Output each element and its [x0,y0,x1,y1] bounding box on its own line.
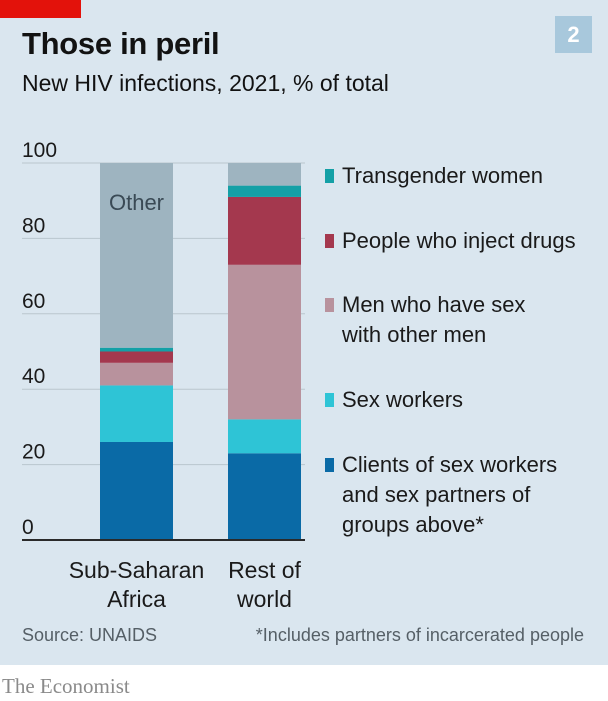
brand-red-tag [0,0,81,18]
y-tick-label: 20 [22,441,45,464]
bar-segment [100,362,173,386]
legend-label: Men who have sex with other men [342,292,526,347]
annotation-label: Other [109,190,164,215]
brand-wordmark: The Economist [2,674,130,698]
bar-segment [228,163,301,186]
x-category-label: Sub-Saharan [69,557,205,583]
legend-label: Sex workers [342,387,464,412]
source-note: Source: UNAIDS [22,625,158,645]
x-category-label: Africa [107,586,166,612]
y-tick-label: 80 [22,214,45,237]
legend-swatch [325,298,334,312]
stacked-bar-chart: 0 20 40 60 80 100 Sub-Saharan Africa Rest of worl… [22,139,305,612]
bar-segment [228,185,301,197]
footnote: *Includes partners of incarcerated peopl… [255,625,584,645]
chart-subtitle: New HIV infections, 2021, % of total [22,70,389,96]
legend-swatch [325,234,334,248]
bar-segment [228,453,301,540]
bar-segment [228,264,301,420]
x-category-label: world [236,586,292,612]
y-tick-label: 60 [22,290,45,313]
bar-segment [228,419,301,454]
chart-title: Those in peril [22,26,220,61]
legend-label: People who inject drugs [342,228,576,253]
y-tick-label: 0 [22,516,34,539]
bar-segment [100,385,173,442]
y-tick-label: 100 [22,139,57,162]
legend-swatch [325,458,334,472]
x-category-label: Rest of [228,557,301,583]
legend-swatch [325,393,334,407]
chart-number-badge: 2 [555,16,592,53]
bar-segment [228,196,301,265]
legend-label: Clients of sex workers and sex partners … [342,452,558,537]
bar-segment [100,441,173,540]
bar-segment [100,163,173,348]
y-tick-label: 40 [22,365,45,388]
bar-segment [100,351,173,363]
legend-label: Transgender women [342,163,543,188]
bar-segment [100,347,173,352]
legend-swatch [325,169,334,183]
